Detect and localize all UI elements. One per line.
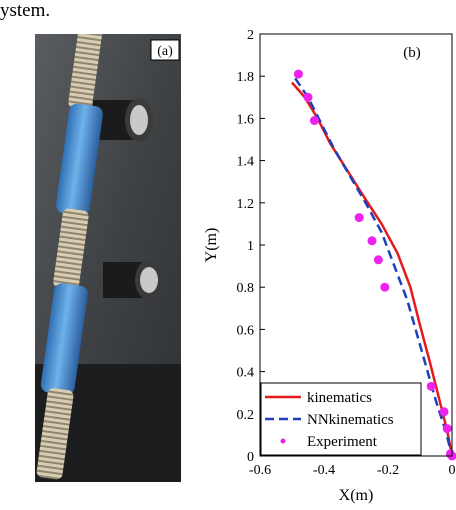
legend: kinematics NNkinematics Experiment	[260, 382, 422, 456]
y-tick-label: 0.4	[237, 366, 255, 381]
panel-a-label-box	[150, 39, 180, 61]
y-tick-label: 0.2	[237, 408, 255, 423]
y-tick-label: 0	[247, 450, 254, 465]
y-tick-label: 2	[247, 28, 254, 43]
motor-upper	[93, 98, 153, 142]
caption-fragment: ystem.	[0, 0, 51, 21]
y-tick-label: 0.8	[237, 281, 255, 296]
experiment-point	[354, 213, 364, 223]
y-axis-label: Y(m)	[203, 228, 220, 263]
y-tick-label: 1	[247, 239, 254, 254]
experiment-point	[380, 282, 390, 292]
experiment-point	[426, 381, 436, 391]
x-axis-label: X(m)	[339, 487, 374, 504]
x-tick-label: 0	[449, 463, 456, 478]
experiment-point	[309, 116, 319, 126]
panel-b-label: (b)	[403, 45, 421, 61]
experiment-point	[442, 424, 452, 434]
experiment-point	[439, 407, 449, 417]
y-tick-label: 1.4	[237, 155, 255, 170]
legend-label: kinematics	[307, 390, 372, 406]
robot-photo: (a)	[35, 34, 181, 482]
experiment-point	[367, 236, 377, 246]
x-tick-label: -0.6	[249, 463, 271, 478]
y-tick-label: 0.6	[237, 323, 255, 338]
continuum-robot	[36, 34, 104, 480]
experiment-point	[293, 69, 303, 79]
legend-swatch	[280, 438, 286, 444]
experiment-point	[303, 92, 313, 102]
y-tick-label: 1.8	[237, 70, 255, 85]
x-tick-label: -0.4	[313, 463, 335, 478]
y-tick-label: 1.6	[237, 112, 255, 127]
legend-label: NNkinematics	[307, 412, 394, 428]
y-tick-label: 1.2	[237, 197, 255, 212]
plot-frame	[259, 33, 453, 457]
experiment-point	[373, 255, 383, 265]
motor-lower	[103, 260, 163, 300]
legend-label: Experiment	[307, 434, 378, 450]
panel-a-label: (a)	[157, 44, 173, 59]
x-tick-label: -0.2	[377, 463, 399, 478]
